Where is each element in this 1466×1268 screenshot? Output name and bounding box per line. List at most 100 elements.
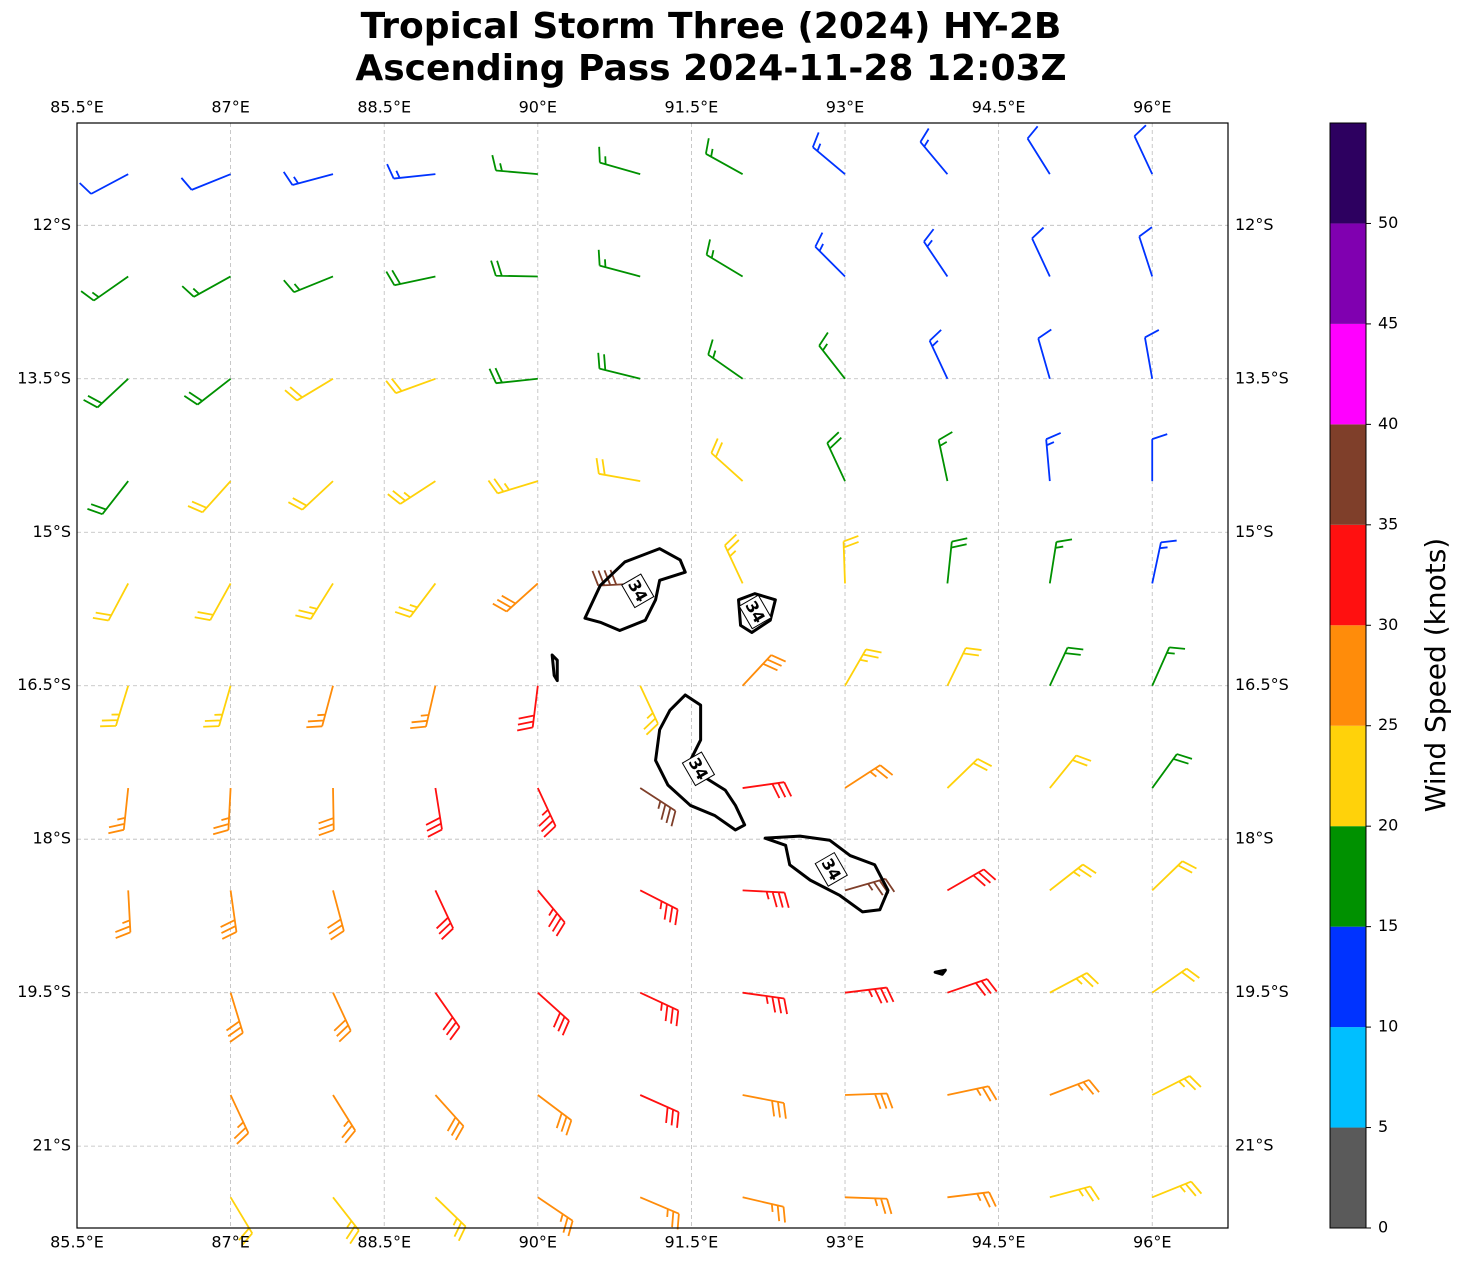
wind-barb <box>108 787 130 835</box>
wind-barb <box>225 992 244 1043</box>
x-tick-label: 93°E <box>826 1233 864 1252</box>
colorbar-tick-label: 45 <box>1378 313 1398 332</box>
wind-barb <box>591 569 641 587</box>
wind-barb <box>181 275 232 298</box>
chart-subtitle: Ascending Pass 2024-11-28 12:03Z <box>355 48 1066 89</box>
wind-barb <box>1049 1079 1100 1096</box>
wind-barb <box>488 367 538 385</box>
wind-barb <box>1151 1180 1203 1199</box>
colorbar-tick-label: 5 <box>1378 1117 1388 1136</box>
y-tick-label: 16.5°S <box>17 675 71 694</box>
wind-barb <box>229 1196 254 1246</box>
wind-barb <box>490 260 538 278</box>
axes: 85.5°E 85.5°E 87°E 87°E 88.5°E 88.5°E 90°E 90°E… <box>17 98 1289 1252</box>
wind-barb <box>707 339 744 380</box>
y-tick-label: 18°S <box>1235 829 1274 848</box>
contour-label: 34 <box>621 573 655 609</box>
colorbar-tick-label: 40 <box>1378 414 1398 433</box>
y-tick-label: 15°S <box>32 522 71 541</box>
y-tick-label: 16.5°S <box>1235 675 1289 694</box>
wind-barb <box>410 685 437 730</box>
x-tick-label: 94.5°E <box>972 1233 1026 1252</box>
contour-label-box <box>621 573 655 609</box>
wind-barb <box>425 787 443 838</box>
wind-barb <box>203 685 232 728</box>
wind-barb <box>387 480 436 505</box>
wind-barb <box>639 787 677 827</box>
wind-barb <box>742 1094 787 1119</box>
wind-barb <box>434 1094 465 1141</box>
wind-barb <box>639 889 679 926</box>
wind-barb <box>639 1196 680 1230</box>
wind-barb <box>741 654 787 687</box>
wind-barb <box>332 1094 357 1144</box>
wind-barb <box>536 787 557 838</box>
wind-barb <box>844 986 895 1004</box>
wind-barb <box>1138 226 1154 277</box>
wind-barb <box>180 173 231 191</box>
wind-barb <box>705 239 744 278</box>
wind-barb <box>639 685 659 736</box>
x-tick-label: 91.5°E <box>665 1233 719 1252</box>
contour-label-text: 34 <box>624 576 652 605</box>
wind-barb <box>332 992 352 1043</box>
colorbar-label: Wind Speed (knots) <box>1419 538 1452 812</box>
x-tick-label: 94.5°E <box>972 98 1026 117</box>
wind-barb <box>87 480 129 516</box>
wind-barb <box>83 378 129 409</box>
wind-barb <box>1151 539 1177 584</box>
grid <box>76 123 1228 1228</box>
colorbar-tick-label: 15 <box>1378 916 1398 935</box>
wind-barb <box>946 868 997 892</box>
colorbar-segment <box>1330 524 1366 626</box>
wind-barb <box>1037 328 1052 380</box>
wind-barb <box>597 352 641 380</box>
x-tick-label: 88.5°E <box>357 1233 411 1252</box>
contour-34kt <box>933 968 947 976</box>
wind-barb <box>947 1191 997 1208</box>
y-tick-label: 12°S <box>1235 215 1274 234</box>
wind-barb <box>283 275 334 294</box>
wind-barb <box>1151 967 1200 994</box>
colorbar-segment <box>1330 123 1366 224</box>
wind-barb <box>80 275 129 302</box>
wind-barb <box>844 1196 893 1215</box>
x-tick-label: 93°E <box>826 98 864 117</box>
contour-label-text: 34 <box>817 855 845 884</box>
contour-34kt <box>763 834 890 914</box>
wind-barb <box>517 685 539 732</box>
wind-barb <box>100 685 130 728</box>
x-tick-label: 87°E <box>211 1233 249 1252</box>
wind-barb <box>826 431 846 482</box>
wind-barb <box>537 1094 573 1136</box>
wind-barb <box>1151 753 1193 789</box>
contour-label: 34 <box>814 851 848 887</box>
colorbar-segment <box>1330 926 1366 1028</box>
x-tick-label: 91.5°E <box>665 98 719 117</box>
wind-barb <box>537 992 570 1036</box>
contour-34kt <box>583 547 687 632</box>
wind-barb <box>1049 972 1099 994</box>
colorbar-tick-label: 10 <box>1378 1017 1398 1036</box>
wind-barb <box>639 1094 680 1128</box>
wind-barb <box>386 163 436 180</box>
wind-barb <box>327 890 345 941</box>
wind-barb <box>1031 226 1051 277</box>
wind-barb <box>937 431 953 482</box>
wind-barb <box>742 1196 786 1223</box>
colorbar-tick-label: 25 <box>1378 715 1398 734</box>
wind-barb <box>842 535 859 584</box>
wind-barb <box>1045 432 1062 482</box>
y-tick-label: 21°S <box>1235 1136 1274 1155</box>
plot-frame <box>76 122 1229 1229</box>
wind-barb <box>598 146 641 176</box>
y-tick-label: 21°S <box>32 1136 71 1155</box>
wind-barb <box>1151 646 1186 687</box>
x-tick-label: 85.5°E <box>50 1233 104 1252</box>
wind-barb <box>704 138 744 175</box>
x-tick-label: 90°E <box>519 98 557 117</box>
wind-barb <box>332 1196 360 1245</box>
wind-barb <box>1048 538 1073 584</box>
wind-barb <box>220 890 238 940</box>
